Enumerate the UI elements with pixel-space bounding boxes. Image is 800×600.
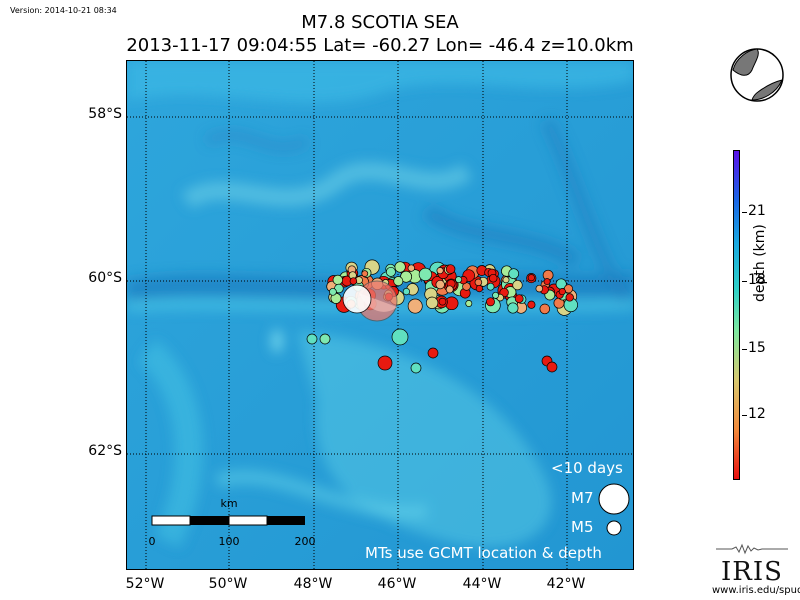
legend-m5: M5 — [571, 518, 594, 536]
lon-label-42w: 42°W — [546, 576, 586, 592]
iris-logo: IRIS — [721, 557, 783, 587]
aftershock-marker — [492, 291, 500, 299]
iris-url[interactable]: www.iris.edu/spud — [712, 585, 800, 596]
colorbar-label-12: 12 — [748, 406, 766, 422]
focal-mechanism-icon — [730, 48, 784, 102]
aftershock-marker — [475, 284, 484, 293]
scale-bar — [151, 515, 305, 526]
legend-m7: M7 — [571, 489, 594, 507]
aftershock-marker — [425, 296, 439, 309]
lat-label-60s: 60°S — [88, 270, 122, 286]
legend-m5-circle — [606, 520, 622, 536]
aftershock-marker — [527, 300, 536, 309]
colorbar-title: depth (km) — [752, 224, 768, 302]
map-panel[interactable]: km 0 100 200 <10 days M7 M5 MTs use GCMT… — [126, 60, 634, 570]
aftershock-marker — [438, 297, 447, 306]
seismogram-icon — [716, 543, 788, 555]
aftershock-marker — [436, 267, 444, 275]
aftershock-marker — [502, 276, 510, 284]
legend-m7-circle — [598, 483, 630, 515]
lat-label-62s: 62°S — [88, 443, 122, 459]
aftershock-marker — [393, 276, 404, 287]
lon-label-50w: 50°W — [208, 576, 248, 592]
scale-tick-100: 100 — [219, 535, 240, 548]
aftershock-marker — [319, 333, 331, 345]
aftershock-marker — [535, 284, 544, 293]
aftershock-marker — [306, 333, 318, 345]
aftershock-marker — [558, 288, 566, 296]
scale-unit: km — [220, 497, 237, 510]
aftershock-marker — [486, 282, 495, 291]
colorbar-label-15: 15 — [748, 340, 766, 356]
aftershock-marker — [565, 293, 574, 302]
aftershock-marker — [527, 274, 535, 282]
lon-label-48w: 48°W — [293, 576, 333, 592]
lon-label-46w: 46°W — [377, 576, 417, 592]
aftershock-marker — [508, 268, 520, 280]
aftershock-marker — [410, 362, 422, 374]
aftershock-marker — [543, 278, 551, 286]
iris-credit: IRIS www.iris.edu/spud — [712, 540, 800, 596]
lon-label-44w: 44°W — [462, 576, 502, 592]
lon-label-52w: 52°W — [125, 576, 165, 592]
aftershock-marker — [427, 347, 439, 359]
aftershock-marker — [332, 274, 343, 286]
aftershock-marker — [514, 294, 524, 304]
legend-note: MTs use GCMT location & depth — [365, 544, 602, 562]
aftershock-marker — [486, 297, 495, 307]
aftershock-marker — [418, 267, 433, 282]
scale-tick-200: 200 — [295, 535, 316, 548]
aftershock-marker — [329, 287, 337, 296]
colorbar-label-21: 21 — [748, 203, 766, 219]
graticule — [127, 61, 633, 569]
aftershock-marker — [402, 287, 411, 296]
aftershock-marker — [361, 270, 369, 277]
aftershock-marker — [394, 261, 406, 273]
aftershock-marker — [377, 355, 393, 371]
aftershock-marker — [407, 298, 423, 314]
aftershock-marker — [407, 264, 415, 272]
event-title: M7.8 SCOTIA SEA — [301, 12, 459, 33]
colorbar-tick — [742, 349, 747, 350]
colorbar-tick — [742, 212, 747, 213]
legend-days: <10 days — [551, 459, 623, 477]
version-label: Version: 2014-10-21 08:34 — [10, 6, 117, 15]
aftershock-marker — [455, 276, 463, 284]
colorbar-tick — [742, 281, 747, 282]
aftershock-marker — [474, 278, 483, 287]
depth-colorbar — [733, 150, 740, 480]
aftershock-marker — [385, 266, 396, 277]
aftershock-marker — [435, 279, 445, 290]
aftershock-marker — [349, 277, 358, 285]
aftershock-marker — [546, 361, 558, 373]
event-details: 2013-11-17 09:04:55 Lat= -60.27 Lon= -46… — [126, 35, 634, 56]
colorbar-label-18: 18 — [748, 272, 766, 288]
aftershock-marker — [391, 328, 409, 346]
aftershock-marker — [507, 302, 519, 314]
lat-label-58s: 58°S — [88, 106, 122, 122]
map-svg: km 0 100 200 — [127, 61, 633, 569]
bathymetry — [127, 61, 633, 548]
aftershock-marker — [445, 285, 454, 294]
mainshock-mechanism[interactable] — [342, 280, 398, 322]
scale-tick-0: 0 — [149, 535, 156, 548]
colorbar-tick — [742, 415, 747, 416]
aftershock-marker — [512, 279, 523, 291]
aftershock-marker — [539, 303, 551, 315]
aftershock-marker — [465, 300, 473, 307]
aftershock-marker — [488, 273, 498, 283]
aftershock-marker — [445, 264, 456, 274]
